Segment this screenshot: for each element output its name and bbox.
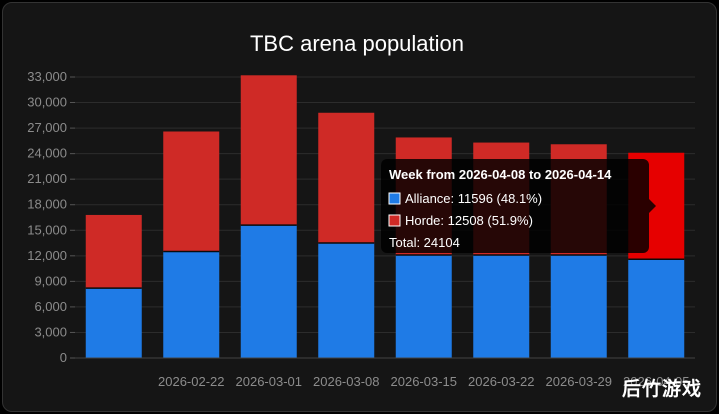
tooltip-swatch-horde bbox=[388, 214, 401, 227]
x-tick-label: 2026-04-05 bbox=[623, 374, 690, 389]
tooltip-caret bbox=[649, 199, 656, 213]
bar-horde-2026-02-22[interactable] bbox=[163, 131, 220, 252]
bar-alliance-2026-03-29[interactable] bbox=[550, 254, 607, 358]
x-tick-label: 2026-03-29 bbox=[546, 374, 613, 389]
y-tick-label: 24,000 bbox=[27, 146, 67, 161]
bar-alliance-2026-03-01[interactable] bbox=[240, 225, 297, 358]
tooltip-line: Alliance: 11596 (48.1%) bbox=[405, 191, 542, 206]
x-tick-label: 2026-03-01 bbox=[236, 374, 303, 389]
bar-alliance-2026-02-22[interactable] bbox=[163, 251, 220, 358]
y-tick-label: 30,000 bbox=[27, 95, 67, 110]
tooltip-line: Horde: 12508 (51.9%) bbox=[405, 213, 533, 228]
stacked-bar-chart: TBC arena population 0 3,000 6,000 9,000 12,… bbox=[27, 31, 695, 389]
y-tick-label: 21,000 bbox=[27, 171, 67, 186]
y-tick-label: 18,000 bbox=[27, 197, 67, 212]
bar-alliance-2026-03-08[interactable] bbox=[318, 243, 375, 358]
y-tick-label: 9,000 bbox=[34, 273, 67, 288]
bar-horde-2026-03-08[interactable] bbox=[318, 112, 375, 244]
y-tick-label: 3,000 bbox=[34, 324, 67, 339]
tooltip: Week from 2026-04-08 to 2026-04-14 Allian… bbox=[381, 159, 656, 253]
bar-horde-2026-03-01[interactable] bbox=[240, 75, 297, 226]
y-tick-label: 27,000 bbox=[27, 120, 67, 135]
bar-horde-2026-02-15[interactable] bbox=[85, 214, 142, 289]
x-tick-label: 2026-03-22 bbox=[468, 374, 535, 389]
tooltip-total: Total: 24104 bbox=[389, 235, 460, 250]
bar-alliance-2026-03-15[interactable] bbox=[395, 254, 452, 358]
y-tick-label: 0 bbox=[60, 350, 67, 365]
y-tick-label: 33,000 bbox=[27, 69, 67, 84]
x-tick-label: 2026-03-08 bbox=[313, 374, 380, 389]
chart-title: TBC arena population bbox=[250, 31, 464, 56]
bar-alliance-2026-04-05[interactable] bbox=[628, 259, 685, 358]
bar-alliance-2026-03-22[interactable] bbox=[473, 254, 530, 358]
y-tick-label: 15,000 bbox=[27, 222, 67, 237]
y-tick-label: 6,000 bbox=[34, 299, 67, 314]
x-tick-label: 2026-03-15 bbox=[391, 374, 458, 389]
bar-alliance-2026-02-15[interactable] bbox=[85, 288, 142, 358]
tooltip-swatch-alliance bbox=[388, 192, 401, 205]
y-tick-label: 12,000 bbox=[27, 248, 67, 263]
watermark-text: 后竹游戏 bbox=[621, 378, 702, 400]
tooltip-title: Week from 2026-04-08 to 2026-04-14 bbox=[389, 167, 612, 182]
tooltip-box bbox=[381, 159, 649, 253]
x-tick-label: 2026-02-22 bbox=[158, 374, 225, 389]
